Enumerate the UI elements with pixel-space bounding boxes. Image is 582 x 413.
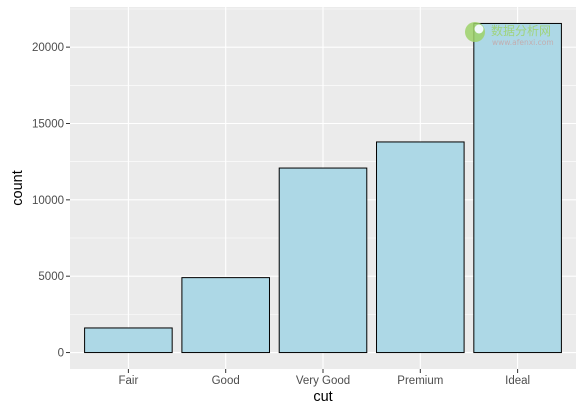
bars: [84, 22, 562, 354]
bar-very-good: [278, 167, 368, 354]
y-axis-title: count: [10, 170, 26, 205]
bar-fair: [84, 327, 173, 354]
bar-ideal: [473, 22, 562, 354]
watermark: 数据分析网 www.afenxi.com: [465, 22, 554, 47]
x-axis-ticks: Fair Good Very Good Premium Ideal: [118, 369, 530, 387]
x-tick-label: Very Good: [296, 375, 350, 387]
x-tick-label: Good: [212, 375, 240, 387]
x-axis-title: cut: [313, 389, 332, 405]
watermark-subtext: www.afenxi.com: [492, 38, 554, 47]
x-tick-label: Premium: [397, 375, 443, 387]
watermark-text: 数据分析网: [491, 23, 551, 38]
x-tick-label: Fair: [118, 375, 138, 387]
y-axis-ticks: 0 5000 10000 15000 20000: [32, 42, 70, 360]
x-tick-label: Ideal: [505, 375, 530, 387]
y-tick-label: 5000: [38, 271, 64, 283]
bar-good: [181, 277, 270, 354]
y-tick-label: 10000: [32, 195, 64, 207]
bar-premium: [376, 141, 465, 354]
y-tick-label: 20000: [32, 42, 64, 54]
y-tick-label: 15000: [32, 118, 64, 130]
y-tick-label: 0: [58, 348, 64, 360]
